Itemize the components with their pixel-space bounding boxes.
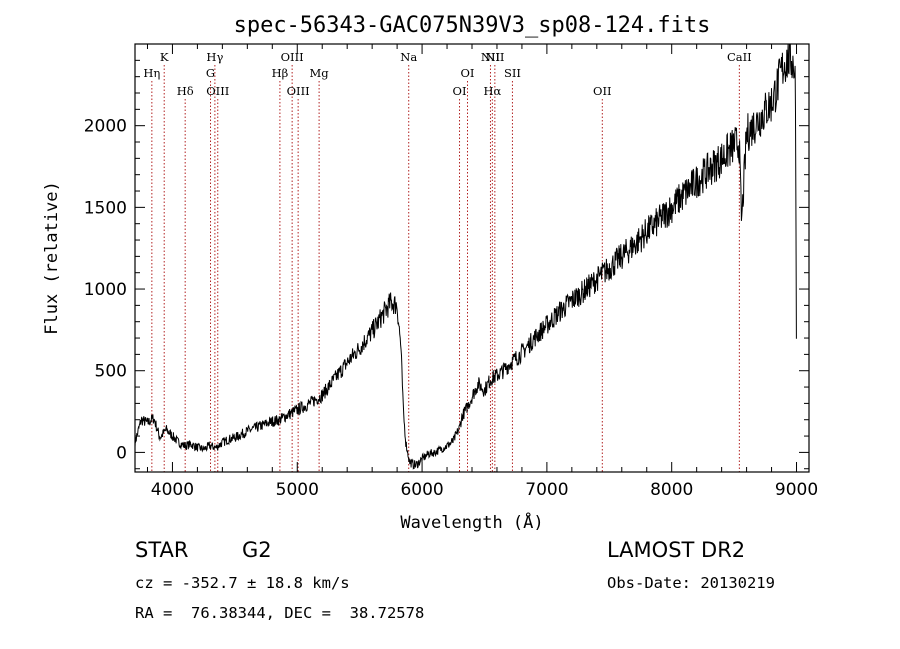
spectral-line-label: OIII xyxy=(281,50,304,64)
spectral-line-label: OIII xyxy=(287,84,310,98)
spectral-line-label: OII xyxy=(593,84,612,98)
spectral-line-label: Hβ xyxy=(272,66,289,80)
x-tick-label: 8000 xyxy=(650,480,693,500)
spectral-line-label: OI xyxy=(453,84,467,98)
spectral-line-label: SII xyxy=(504,66,521,80)
x-tick-label: 5000 xyxy=(276,480,319,500)
y-tick-label: 0 xyxy=(116,443,127,463)
spectral-line-label: Hγ xyxy=(206,50,223,64)
chart-title: spec-56343-GAC075N39V3_sp08-124.fits xyxy=(234,13,711,38)
spectral-line-label: Mg xyxy=(310,66,330,80)
x-tick-label: 7000 xyxy=(525,480,568,500)
x-tick-label: 9000 xyxy=(775,480,818,500)
spectral-line-label: CaII xyxy=(727,50,752,64)
y-tick-label: 500 xyxy=(95,362,127,382)
axis-ticks: 4000 5000 6000 7000 8000 9000 0 500 1000 1500 2000 xyxy=(84,44,818,500)
spectral-line-label: OIII xyxy=(206,84,229,98)
spectral-line-label: Hδ xyxy=(177,84,194,98)
redshift-velocity: cz = -352.7 ± 18.8 km/s xyxy=(135,574,350,592)
spectral-line-label: NII xyxy=(485,50,504,64)
y-tick-label: 1500 xyxy=(84,198,127,218)
spectral-line-label: OI xyxy=(461,66,475,80)
spectral-line-label: Hα xyxy=(483,84,501,98)
object-subclass: G2 xyxy=(242,538,272,562)
sky-coordinates: RA = 76.38344, DEC = 38.72578 xyxy=(135,604,425,622)
spectral-line-label: Na xyxy=(400,50,417,64)
y-tick-label: 2000 xyxy=(84,117,127,137)
survey-name: LAMOST DR2 xyxy=(607,538,746,562)
spectrum-series xyxy=(134,43,797,470)
spectrum-line xyxy=(134,43,797,470)
x-tick-label: 4000 xyxy=(151,480,194,500)
spectral-line-label: Hη xyxy=(143,66,160,80)
x-axis-label: Wavelength (Å) xyxy=(400,511,543,533)
plot-frame xyxy=(134,43,810,473)
spectral-line-label: NII xyxy=(481,50,500,64)
spectral-line-label: G xyxy=(206,66,215,80)
x-tick-label: 6000 xyxy=(400,480,443,500)
object-class: STAR xyxy=(135,538,189,562)
spectral-lines: HηKHδHγGOIIIHβOIIIOIIIMgNaOIOINIINIIHαSI… xyxy=(143,50,752,472)
spectral-line-label: K xyxy=(160,50,169,64)
y-tick-label: 1000 xyxy=(84,280,127,300)
observation-date: Obs-Date: 20130219 xyxy=(607,574,775,592)
y-axis-label: Flux (relative) xyxy=(42,181,62,335)
